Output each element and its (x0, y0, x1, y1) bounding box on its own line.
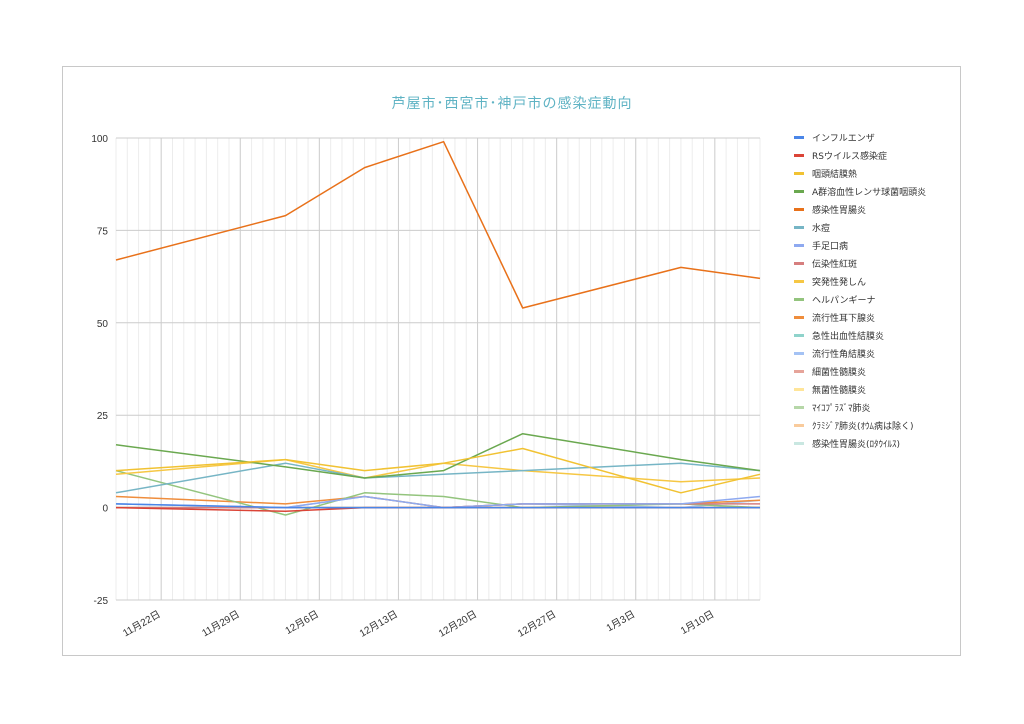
legend-swatch (794, 424, 804, 427)
legend-label: 手足口病 (812, 240, 848, 252)
legend-swatch (794, 208, 804, 211)
x-tick-label: 12月6日 (283, 608, 321, 637)
y-tick-label: 25 (97, 411, 109, 422)
grid (115, 137, 761, 601)
legend-swatch (794, 136, 804, 139)
legend-swatch (794, 262, 804, 265)
legend-label: ﾏｲｺﾌﾟﾗｽﾞﾏ肺炎 (812, 403, 871, 414)
legend-swatch (794, 388, 804, 391)
x-tick-label: 12月27日 (516, 608, 559, 640)
legend-swatch (794, 316, 804, 319)
legend-label: 無菌性髄膜炎 (812, 384, 866, 396)
y-tick-label: -25 (94, 596, 109, 607)
legend-swatch (794, 352, 804, 355)
axes: 100 75 50 25 0 -25 11月22日 11月29日 12月6日 12月13日 12月2… (91, 134, 716, 640)
legend-swatch (794, 370, 804, 373)
chart-title: 芦屋市･西宮市･神戸市の感染症動向 (392, 95, 633, 112)
legend-label: RSウイルス感染症 (812, 150, 887, 162)
series-line (115, 503, 760, 509)
series-line (115, 432, 761, 479)
legend-label: A群溶血性レンサ球菌咽頭炎 (812, 186, 926, 198)
series-line (115, 447, 761, 494)
x-tick-label: 1月10日 (679, 608, 717, 637)
legend-label: 感染性胃腸炎(ﾛﾀｳｲﾙｽ) (812, 438, 900, 450)
x-tick-label: 12月13日 (357, 608, 400, 640)
series-line (115, 462, 761, 494)
legend-label: 急性出血性結膜炎 (812, 330, 884, 342)
legend-swatch (794, 226, 804, 229)
legend-label: 感染性胃腸炎 (812, 204, 866, 216)
legend-label: インフルエンザ (812, 133, 875, 144)
legend-label: 流行性耳下腺炎 (812, 312, 875, 324)
legend-swatch (794, 334, 804, 337)
x-tick-label: 1月3日 (604, 608, 637, 634)
legend-swatch (794, 442, 804, 445)
legend-label: 細菌性髄膜炎 (812, 366, 866, 378)
y-tick-label: 75 (97, 226, 109, 237)
legend-swatch (794, 280, 804, 283)
legend-swatch (794, 190, 804, 193)
x-tick-label: 11月22日 (121, 608, 163, 639)
legend-swatch (794, 298, 804, 301)
y-tick-label: 50 (97, 319, 109, 330)
legend-label: 咽頭結膜熱 (812, 168, 857, 180)
y-tick-label: 100 (91, 134, 108, 145)
legend-label: 流行性角結膜炎 (812, 348, 875, 360)
series-line (115, 140, 761, 309)
series-lines (115, 140, 761, 516)
x-tick-label: 12月20日 (436, 608, 479, 640)
legend-swatch (794, 406, 804, 409)
y-tick-label: 0 (102, 504, 108, 515)
legend-label: 突発性発しん (812, 276, 866, 288)
legend-label: ヘルパンギーナ (812, 295, 875, 306)
legend-label: 水痘 (812, 222, 830, 234)
x-tick-label: 11月29日 (200, 608, 242, 639)
legend-label: 伝染性紅斑 (812, 258, 857, 270)
legend-swatch (794, 244, 804, 247)
legend-swatch (794, 154, 804, 157)
legend-label: ｸﾗﾐｼﾞｱ肺炎(ｵｳﾑ病は除く) (812, 420, 914, 432)
legend-swatch (794, 172, 804, 175)
